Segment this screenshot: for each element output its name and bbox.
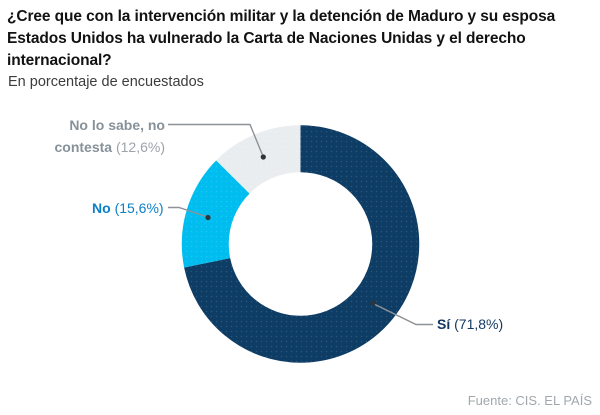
label-nsnc-value: (12,6%) [115,139,165,155]
chart-title: ¿Cree que con la intervención militar y … [7,6,555,72]
leader-dot-no [205,214,211,221]
callout-leaders [168,123,433,326]
label-nsnc-name-part2: contesta [54,139,113,155]
chart-title-line-2: Estados Unidos ha vulnerado la Carta de … [7,30,526,47]
donut-texture-overlay [181,125,420,363]
label-si-value: (71,8%) [454,316,504,332]
source-credit: Fuente: CIS. EL PAÍS [467,393,592,408]
leader-line-no [168,206,207,218]
chart-title-line-3: internacional? [7,52,112,69]
chart-subtitle: En porcentaje de encuestados [8,74,204,90]
label-no-value: (15,6%) [114,200,164,216]
label-si: Sí (71,8%) [437,316,503,333]
leader-dot-nsnc [260,154,266,160]
label-nsnc-line-2: contesta (12,6%) [25,136,166,158]
leader-dot-si [370,300,376,306]
label-nsnc-line-1: No lo sabe, no [25,114,165,136]
leader-line-si [373,303,433,326]
label-nsnc: No lo sabe, no contesta (12,6%) [25,114,166,158]
label-no: No (15,6%) [92,200,164,217]
label-nsnc-name-part1: No lo sabe, no [69,117,165,133]
label-si-name: Sí [437,316,451,332]
label-no-name: No [92,200,111,216]
leader-line-nsnc [168,123,264,156]
chart-title-line-1: ¿Cree que con la intervención militar y … [7,8,556,25]
